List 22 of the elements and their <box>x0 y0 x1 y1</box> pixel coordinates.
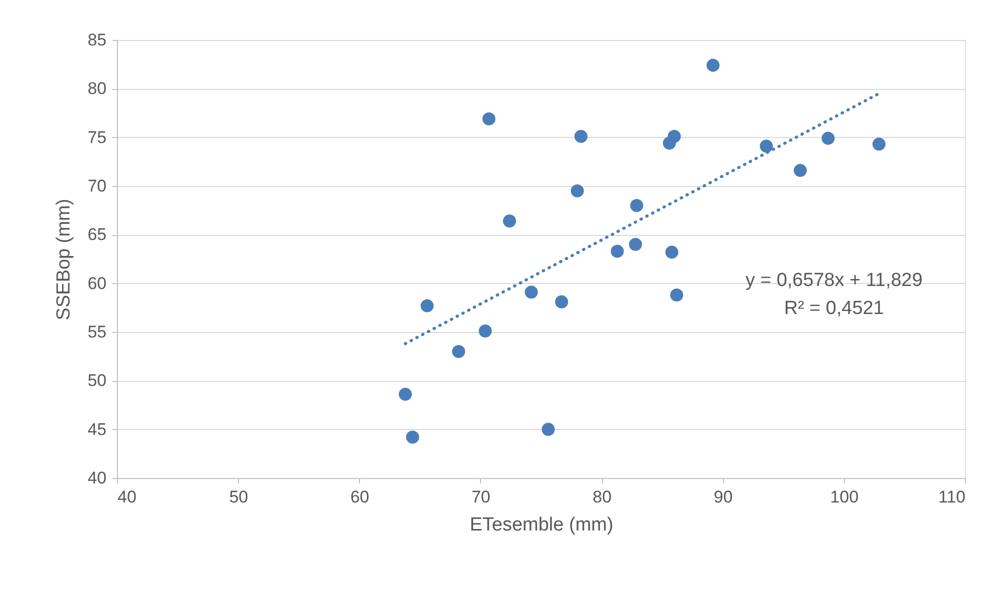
y-tick-label: 65 <box>88 225 106 244</box>
y-tick-label: 60 <box>88 274 106 293</box>
x-tick-label: 60 <box>350 488 370 506</box>
y-tick-label: 55 <box>88 322 106 342</box>
x-axis-title: ETesemble (mm) <box>470 514 614 536</box>
y-tick-label: 45 <box>88 420 106 439</box>
x-tick-label: 70 <box>471 488 490 506</box>
y-tick-label: 70 <box>88 176 106 196</box>
x-tick-label: 110 <box>938 488 966 506</box>
annotation: y = 0,6578x + 11,829 <box>745 270 923 291</box>
x-tick-label: 80 <box>592 488 612 506</box>
x-tick-label: 90 <box>714 488 733 506</box>
x-tick-label: 100 <box>830 488 859 506</box>
y-tick-label: 50 <box>88 371 106 390</box>
y-tick-label: 80 <box>88 79 106 98</box>
y-tick-label: 85 <box>88 30 106 50</box>
y-axis-title: SSEBop (mm) <box>54 198 75 320</box>
annotation: R² = 0,4521 <box>784 298 884 319</box>
y-tick-label: 75 <box>88 128 106 147</box>
x-tick-label: 40 <box>118 488 136 506</box>
x-tick-label: 50 <box>229 488 248 506</box>
y-tick-label: 40 <box>88 468 106 488</box>
